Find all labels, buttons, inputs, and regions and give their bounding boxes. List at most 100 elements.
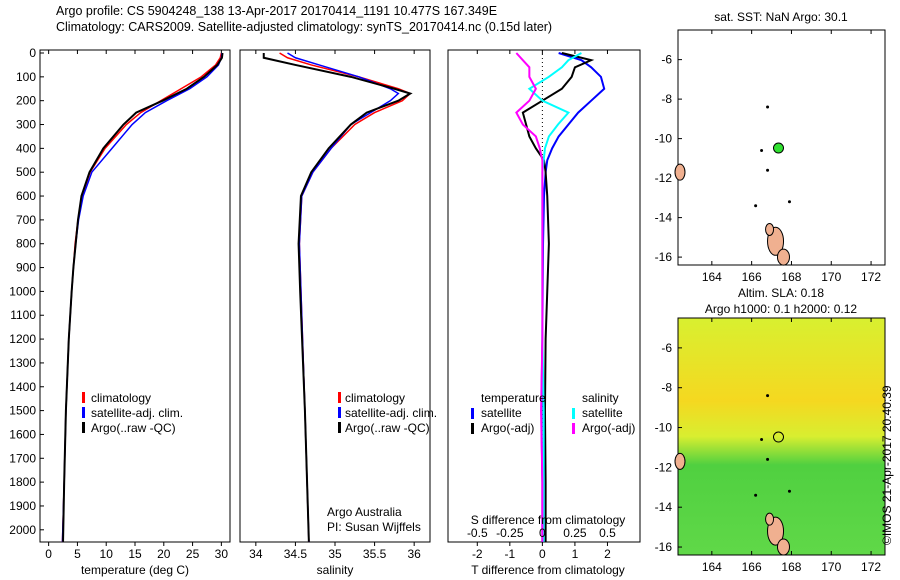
x-tick-label: 30 xyxy=(215,547,229,561)
x2-tick-label: -0.25 xyxy=(496,526,524,540)
legend-label: satellite xyxy=(582,406,623,420)
x-tick-label: 34.5 xyxy=(284,547,308,561)
map-title: sat. SST: NaN Argo: 30.1 xyxy=(714,10,848,24)
x-tick-label: 2 xyxy=(604,547,611,561)
lon-tick-label: 166 xyxy=(742,270,762,284)
lon-tick-label: 164 xyxy=(702,560,722,574)
legend-label: Argo(..raw -QC) xyxy=(91,421,176,435)
lat-tick-label: -12 xyxy=(655,171,673,185)
y-tick-label: 1400 xyxy=(9,380,36,394)
legend-swatch xyxy=(82,407,85,418)
x-tick-label: 0 xyxy=(45,547,52,561)
x-axis-label: T difference from climatology xyxy=(471,563,625,577)
island xyxy=(766,105,770,109)
legend-swatch xyxy=(82,392,85,403)
lon-tick-label: 172 xyxy=(861,560,881,574)
legend-swatch xyxy=(338,422,341,433)
y-tick-label: 0 xyxy=(29,46,36,60)
y-tick-label: 1500 xyxy=(9,404,36,418)
legend-header: salinity xyxy=(582,391,619,405)
lon-tick-label: 164 xyxy=(702,270,722,284)
legend-swatch xyxy=(471,408,474,419)
island xyxy=(760,148,764,152)
x-tick-label: -2 xyxy=(472,547,483,561)
y-tick-label: 200 xyxy=(16,94,36,108)
island xyxy=(765,512,775,526)
x2-tick-label: -0.5 xyxy=(467,526,488,540)
salinity-line-1 xyxy=(287,52,400,542)
legend-label: Argo(..raw -QC) xyxy=(345,421,430,435)
island xyxy=(776,538,790,556)
island xyxy=(766,457,770,461)
salinity-line-2 xyxy=(262,53,413,542)
x-tick-label: 34 xyxy=(249,547,263,561)
y-tick-label: 1900 xyxy=(9,499,36,513)
y-tick-label: 900 xyxy=(16,261,36,275)
lon-tick-label: 168 xyxy=(781,560,801,574)
lon-tick-label: 166 xyxy=(742,560,762,574)
lat-tick-label: -14 xyxy=(655,211,673,225)
lat-tick-label: -6 xyxy=(661,341,672,355)
island xyxy=(760,437,764,441)
sla-field xyxy=(678,318,885,555)
x-tick-label: 36 xyxy=(407,547,421,561)
lon-tick-label: 170 xyxy=(821,560,841,574)
y-tick-label: 1700 xyxy=(9,451,36,465)
lat-tick-label: -14 xyxy=(655,500,673,514)
map-title: Argo h1000: 0.1 h2000: 0.12 xyxy=(705,302,857,316)
lat-tick-label: -12 xyxy=(655,460,673,474)
lon-tick-label: 170 xyxy=(821,270,841,284)
legend-swatch xyxy=(338,407,341,418)
y-tick-label: 1200 xyxy=(9,332,36,346)
legend-label: climatology xyxy=(345,391,405,405)
temperature-line-0 xyxy=(61,52,223,542)
y-tick-label: 500 xyxy=(16,165,36,179)
x2-tick-label: 0.25 xyxy=(563,526,587,540)
y-tick-label: 1600 xyxy=(9,427,36,441)
lat-tick-label: -16 xyxy=(655,540,673,554)
x-tick-label: 1 xyxy=(572,547,579,561)
island xyxy=(765,222,775,236)
annotation: Argo Australia xyxy=(327,505,402,519)
y-tick-label: 1000 xyxy=(9,284,36,298)
y-tick-label: 2000 xyxy=(9,523,36,537)
y-tick-label: 700 xyxy=(16,213,36,227)
island xyxy=(776,248,790,266)
island xyxy=(766,168,770,172)
island xyxy=(674,163,686,181)
y-tick-label: 1800 xyxy=(9,475,36,489)
y-tick-label: 100 xyxy=(16,70,36,84)
legend-swatch xyxy=(471,423,474,434)
lat-tick-label: -10 xyxy=(655,132,673,146)
y-tick-label: 600 xyxy=(16,189,36,203)
x-tick-label: 35 xyxy=(328,547,342,561)
argo-position-marker xyxy=(772,142,784,154)
island xyxy=(754,493,758,497)
panel-frame xyxy=(239,49,431,543)
difference-line-1 xyxy=(521,52,595,542)
y-tick-label: 400 xyxy=(16,141,36,155)
legend-header: temperature xyxy=(481,391,546,405)
lon-tick-label: 168 xyxy=(781,270,801,284)
y-tick-label: 300 xyxy=(16,118,36,132)
legend-swatch xyxy=(572,423,575,434)
x2-axis-label: S difference from climatology xyxy=(471,513,626,527)
x-tick-label: 0 xyxy=(539,547,546,561)
x-tick-label: 15 xyxy=(128,547,142,561)
x2-tick-label: 0.5 xyxy=(599,526,616,540)
map-title: Altim. SLA: 0.18 xyxy=(738,286,824,300)
legend-swatch xyxy=(82,422,85,433)
x-tick-label: 10 xyxy=(100,547,114,561)
x-axis-label: temperature (deg C) xyxy=(81,563,189,577)
x-axis-label: salinity xyxy=(317,563,354,577)
y-tick-label: 800 xyxy=(16,237,36,251)
legend-label: satellite-adj. clim. xyxy=(91,406,183,420)
island xyxy=(787,200,791,204)
x2-tick-label: 0 xyxy=(539,526,546,540)
legend-label: climatology xyxy=(91,391,151,405)
legend-label: Argo(-adj) xyxy=(582,421,635,435)
island xyxy=(766,394,770,398)
y-tick-label: 1100 xyxy=(10,308,36,322)
lat-tick-label: -6 xyxy=(661,53,672,67)
